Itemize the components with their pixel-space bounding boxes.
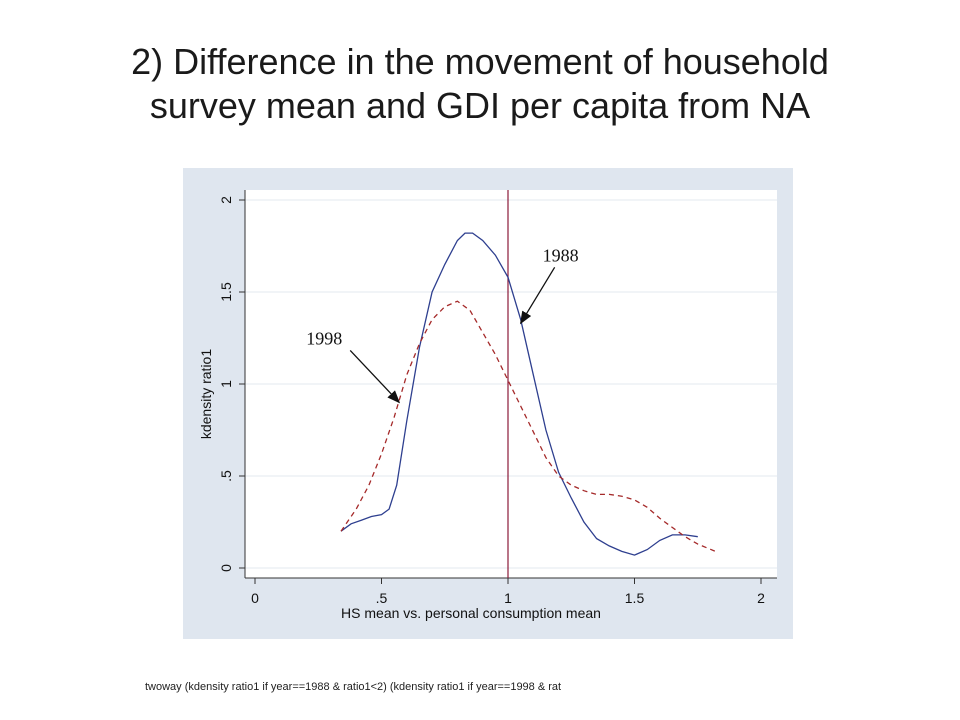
y-tick-label-0: 0 [218, 564, 234, 572]
footer-command: twoway (kdensity ratio1 if year==1988 & … [145, 681, 562, 693]
x-tick-label-1: .5 [376, 590, 388, 606]
grid-lines [245, 199, 777, 569]
annotations: 1988 1998 [306, 245, 579, 404]
y-axis-title: kdensity ratio1 [198, 349, 214, 439]
axes: 0 .5 1 1.5 2 0 .5 1 1.5 2 HS mean vs. personal con… [198, 190, 777, 621]
x-tick-label-0: 0 [251, 590, 259, 606]
x-tick-label-2: 1 [504, 590, 512, 606]
slide-title-line-2: survey mean and GDI per capita from NA [149, 85, 811, 126]
y-tick-label-3: 1.5 [218, 282, 234, 302]
annotation-arrow-1988 [519, 266, 556, 325]
y-tick-label-2: 1 [218, 380, 234, 388]
series-line-1998 [340, 300, 716, 553]
annotation-label-1988: 1988 [543, 245, 579, 265]
x-tick-label-4: 2 [757, 590, 765, 606]
slide-title-line-1: 2) Difference in the movement of househo… [131, 41, 829, 82]
data-series [340, 190, 716, 578]
x-axis-title: HS mean vs. personal consumption mean [341, 605, 601, 621]
chart-panel: 0 .5 1 1.5 2 0 .5 1 1.5 2 HS mean vs. personal con… [183, 168, 793, 639]
annotation-label-1998: 1998 [306, 328, 342, 348]
x-tick-label-3: 1.5 [625, 590, 645, 606]
annotation-arrow-1998 [349, 349, 401, 404]
kdensity-chart: 0 .5 1 1.5 2 0 .5 1 1.5 2 HS mean vs. personal con… [198, 190, 777, 621]
y-tick-label-4: 2 [218, 196, 234, 204]
slide-title: 2) Difference in the movement of househo… [40, 40, 920, 128]
series-line-1988 [340, 232, 698, 556]
y-tick-label-1: .5 [218, 470, 234, 482]
